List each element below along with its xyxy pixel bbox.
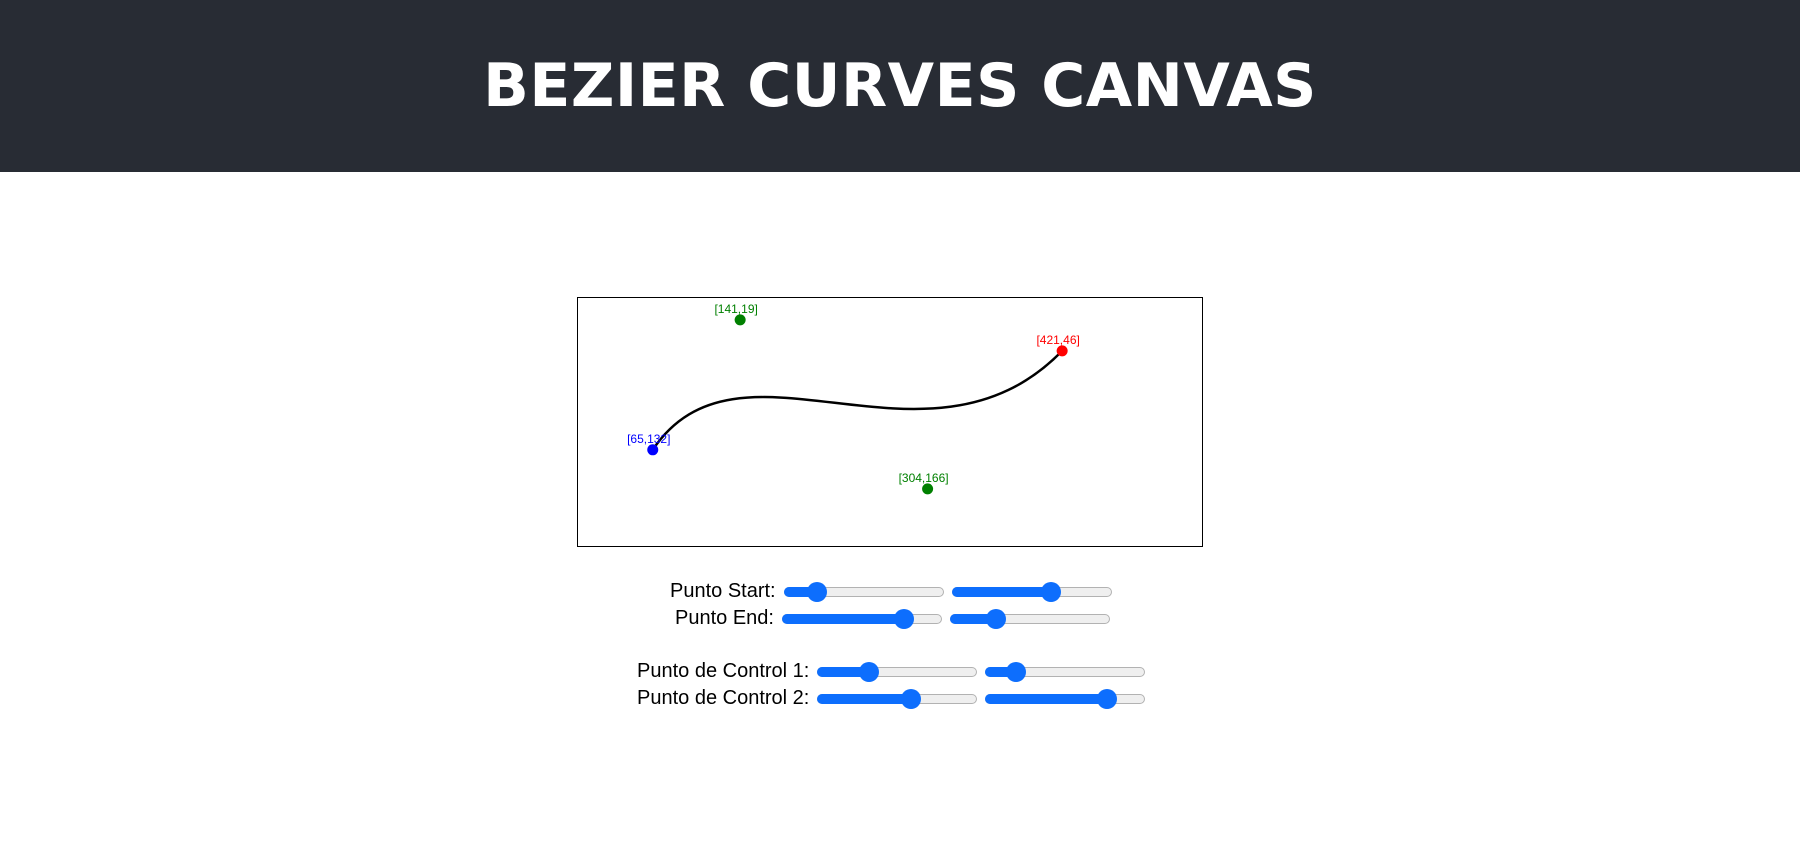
control2-x-slider[interactable]: [817, 688, 978, 709]
slider-thumb[interactable]: [986, 608, 1007, 629]
slider-fill: [985, 666, 1017, 677]
control-point-1[interactable]: [141,19]: [714, 302, 758, 326]
slider-fill: [949, 613, 997, 624]
control-point-1-dot[interactable]: [734, 314, 746, 326]
slider-thumb[interactable]: [1097, 688, 1118, 709]
end-point-label: [421,46]: [1036, 333, 1079, 347]
start-controls-row: Punto Start:: [670, 580, 1116, 603]
bezier-drawing: [65,132] [421,46] [141,19] [304,166]: [627, 302, 1080, 495]
control-point-2-label: [304,166]: [899, 471, 949, 485]
end-label: Punto End:: [675, 607, 774, 629]
slider-thumb[interactable]: [901, 688, 922, 709]
start-label: Punto Start:: [670, 580, 776, 602]
start-point-label: [65,132]: [627, 432, 670, 446]
start-y-slider[interactable]: [951, 581, 1112, 602]
end-point[interactable]: [421,46]: [1036, 333, 1080, 357]
slider-fill: [817, 693, 912, 704]
slider-thumb[interactable]: [893, 608, 914, 629]
slider-thumb[interactable]: [859, 661, 880, 682]
end-point-dot[interactable]: [1056, 345, 1068, 357]
control2-label: Punto de Control 2:: [637, 687, 810, 709]
slider-fill: [985, 693, 1108, 704]
control1-x-slider[interactable]: [817, 661, 978, 682]
end-y-slider[interactable]: [949, 608, 1110, 629]
control-point-2-dot[interactable]: [922, 483, 934, 495]
slider-fill: [781, 613, 904, 624]
end-controls-row: Punto End:: [675, 607, 1114, 630]
slider-fill: [951, 586, 1052, 597]
control1-y-slider[interactable]: [985, 661, 1146, 682]
page-title: BEZIER CURVES CANVAS: [483, 51, 1317, 121]
control1-label: Punto de Control 1:: [637, 660, 810, 682]
control1-controls-row: Punto de Control 1:: [637, 660, 1149, 683]
app-header: BEZIER CURVES CANVAS: [0, 0, 1800, 172]
control2-y-slider[interactable]: [985, 688, 1146, 709]
slider-fill: [817, 666, 870, 677]
control-point-2[interactable]: [304,166]: [899, 471, 949, 495]
slider-thumb[interactable]: [1006, 661, 1027, 682]
control2-controls-row: Punto de Control 2:: [637, 687, 1149, 710]
control-point-1-label: [141,19]: [714, 302, 757, 316]
bezier-curve: [651, 350, 1064, 451]
slider-fill: [783, 586, 818, 597]
end-x-slider[interactable]: [781, 608, 942, 629]
slider-thumb[interactable]: [1041, 581, 1062, 602]
slider-thumb[interactable]: [807, 581, 828, 602]
start-point-dot[interactable]: [647, 444, 659, 456]
bezier-canvas[interactable]: [65,132] [421,46] [141,19] [304,166]: [577, 297, 1203, 547]
start-x-slider[interactable]: [783, 581, 944, 602]
start-point[interactable]: [65,132]: [627, 432, 670, 456]
